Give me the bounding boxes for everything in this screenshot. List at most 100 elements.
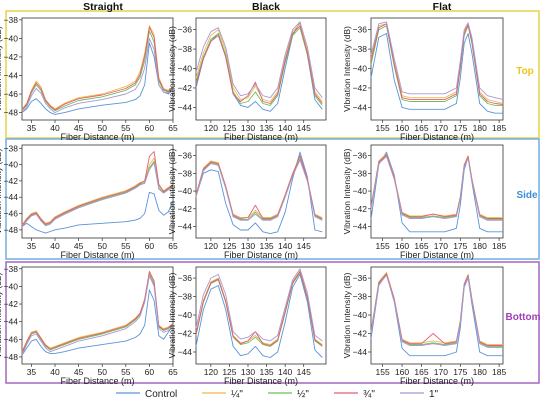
panel-bottom-straight-ytick-label: −40 <box>4 281 19 291</box>
panel-side-flat-xtick-label: 160 <box>395 241 409 251</box>
row-label-side: Side <box>516 190 538 201</box>
panel-bottom-flat-xtick-label: 165 <box>414 367 428 377</box>
panel-top-straight-ytick-label: −40 <box>4 33 19 43</box>
row-box-top <box>5 10 540 139</box>
legend-label-one-inch: 1" <box>429 389 439 400</box>
panel-bottom-black-series-three-quarter-inch <box>195 271 323 346</box>
panel-bottom-black-ylabel: Vibration Intensity (dB) <box>167 272 177 358</box>
panel-side-black-ytick-label: −38 <box>178 168 193 178</box>
panel-side-black-xtick-label: 140 <box>278 241 292 251</box>
panel-side-flat: 155 160 165 170 175 180 185 −36 −38 −40 −42 −44 Fibe… <box>342 144 506 260</box>
panel-top-black-ytick-label: −44 <box>178 102 193 112</box>
panel-top-straight-ytick-label: −42 <box>4 52 19 62</box>
legend-label-half: ½" <box>297 389 309 400</box>
panel-side-straight-ytick-label: −38 <box>4 143 19 153</box>
panel-bottom-black-xtick-label: 145 <box>297 367 311 377</box>
column-title-straight: Straight <box>83 1 123 13</box>
panel-top-black-xtick-label: 140 <box>278 123 292 133</box>
panel-side-black-series-three-quarter-inch <box>195 155 323 219</box>
panel-bottom-flat-ytick-label: −40 <box>353 310 368 320</box>
panel-top-straight: 35 40 45 50 55 60 65 −38 −40 −42 −44 −46 −48 Fiber Di… <box>0 15 178 142</box>
panel-top-flat-ytick-label: −42 <box>353 83 368 93</box>
panel-side-straight-ytick-label: −42 <box>4 176 19 186</box>
panel-bottom-straight-xlabel: Fiber Distance (m) <box>60 376 134 386</box>
panel-top-straight-ytick-label: −38 <box>4 15 19 25</box>
panel-side-black-frame <box>195 144 327 239</box>
column-title-flat: Flat <box>433 1 452 13</box>
panel-bottom-black-xlabel: Fiber Distance (m) <box>224 376 298 386</box>
panel-top-flat-series-three-quarter-inch <box>370 23 504 105</box>
legend-item-three-quarter: ¾" <box>334 389 375 400</box>
panel-top-black-ytick-label: −36 <box>178 25 193 35</box>
panel-side-flat-xtick-label: 185 <box>492 241 506 251</box>
panel-top-straight-ylabel: Vibration Intensity (dB) <box>0 26 3 112</box>
panel-bottom-black-xtick-label: 135 <box>259 367 273 377</box>
panel-bottom-straight-series-control <box>21 289 174 356</box>
panel-bottom-flat-ylabel: Vibration Intensity (dB) <box>342 272 352 358</box>
panel-bottom-flat-xtick-label: 160 <box>395 367 409 377</box>
panel-top-black-xtick-label: 130 <box>241 123 255 133</box>
panel-top-flat-ytick-label: −44 <box>353 102 368 112</box>
panel-side-black-xtick-label: 125 <box>222 241 236 251</box>
panel-side-straight-ytick-label: −46 <box>4 209 19 219</box>
panel-side-straight-xtick-label: 55 <box>121 241 131 251</box>
panel-side-black-xtick-label: 120 <box>204 241 218 251</box>
panel-side-straight-xtick-label: 40 <box>50 241 60 251</box>
panel-top-flat-ytick-label: −36 <box>353 25 368 35</box>
panel-side-straight-xtick-label: 65 <box>168 241 178 251</box>
panel-top-flat-xlabel: Fiber Distance (m) <box>400 132 474 142</box>
panel-side-straight-series-one-inch <box>21 162 174 228</box>
panel-bottom-straight-xtick-label: 65 <box>168 367 178 377</box>
panel-side-black-ylabel: Vibration Intensity (dB) <box>167 148 177 234</box>
panel-top-straight-xtick-label: 50 <box>97 123 107 133</box>
panel-bottom-straight-xtick-label: 40 <box>50 367 60 377</box>
panel-side-straight-ylabel: Vibration Intensity (dB) <box>0 148 3 234</box>
panel-bottom-flat-xtick-label: 170 <box>434 367 448 377</box>
panel-side-flat-ytick-label: −44 <box>353 221 368 231</box>
panel-bottom-black-series-control <box>195 273 323 358</box>
panel-bottom-flat-xtick-label: 185 <box>492 367 506 377</box>
panel-side-flat-frame <box>370 144 504 239</box>
panel-top-flat-ylabel: Vibration Intensity (dB) <box>342 26 352 112</box>
panel-side-black-series-one-inch <box>195 159 323 221</box>
panel-top-flat-ytick-label: −38 <box>353 44 368 54</box>
panel-bottom-straight-xtick-label: 60 <box>145 367 155 377</box>
panel-top-black-ylabel: Vibration Intensity (dB) <box>167 26 177 112</box>
panel-top-black: 120 125 130 135 140 145 −36 −38 −40 −42 −44 Fiber D… <box>167 17 327 142</box>
panel-top-black-xtick-label: 135 <box>259 123 273 133</box>
panel-top-straight-ytick-label: −46 <box>4 89 19 99</box>
panel-top-black-frame <box>195 17 327 121</box>
panel-top-flat-xtick-label: 165 <box>414 123 428 133</box>
panel-side-straight-xlabel: Fiber Distance (m) <box>60 250 134 260</box>
panel-bottom-straight-ytick-label: −48 <box>4 352 19 362</box>
panel-side-straight-xtick-label: 50 <box>97 241 107 251</box>
panel-side-straight-series-control <box>21 191 174 234</box>
panel-top-straight-series-one-inch <box>21 37 174 114</box>
legend: Control ¼" ½" ¾" 1" <box>116 388 439 400</box>
panel-top-flat-xtick-label: 180 <box>473 123 487 133</box>
legend-label-control: Control <box>145 389 177 400</box>
panel-top-flat-xtick-label: 160 <box>395 123 409 133</box>
panel-side-flat-series-control <box>370 151 503 233</box>
row-box-bottom <box>5 261 540 384</box>
panel-side-black-ytick-label: −42 <box>178 204 193 214</box>
panel-bottom-straight-xtick-label: 45 <box>74 367 84 377</box>
panel-top-black-xtick-label: 145 <box>297 123 311 133</box>
panel-top-straight-series-three-quarter-inch <box>21 26 174 111</box>
panel-bottom-straight-xtick-label: 35 <box>27 367 37 377</box>
panel-top-black-series-half-inch <box>195 27 323 106</box>
panel-bottom-straight-ytick-label: −46 <box>4 334 19 344</box>
panel-side-flat-ytick-label: −36 <box>353 151 368 161</box>
panel-bottom-straight-frame <box>21 266 174 365</box>
panel-top-straight-xtick-label: 60 <box>145 123 155 133</box>
panel-bottom-straight-ytick-label: −42 <box>4 299 19 309</box>
panel-side-black-ytick-label: −40 <box>178 186 193 196</box>
panel-side-flat-xtick-label: 170 <box>434 241 448 251</box>
panel-side-flat-ytick-label: −42 <box>353 204 368 214</box>
row-label-bottom: Bottom <box>506 312 541 323</box>
panel-top-flat-ytick-label: −40 <box>353 64 368 74</box>
panel-bottom-black: 120 125 130 135 140 145 −36 −38 −40 −42 −44 Fiber D… <box>167 266 327 386</box>
panel-side-flat-xtick-label: 155 <box>376 241 390 251</box>
panel-bottom-black-xtick-label: 140 <box>278 367 292 377</box>
